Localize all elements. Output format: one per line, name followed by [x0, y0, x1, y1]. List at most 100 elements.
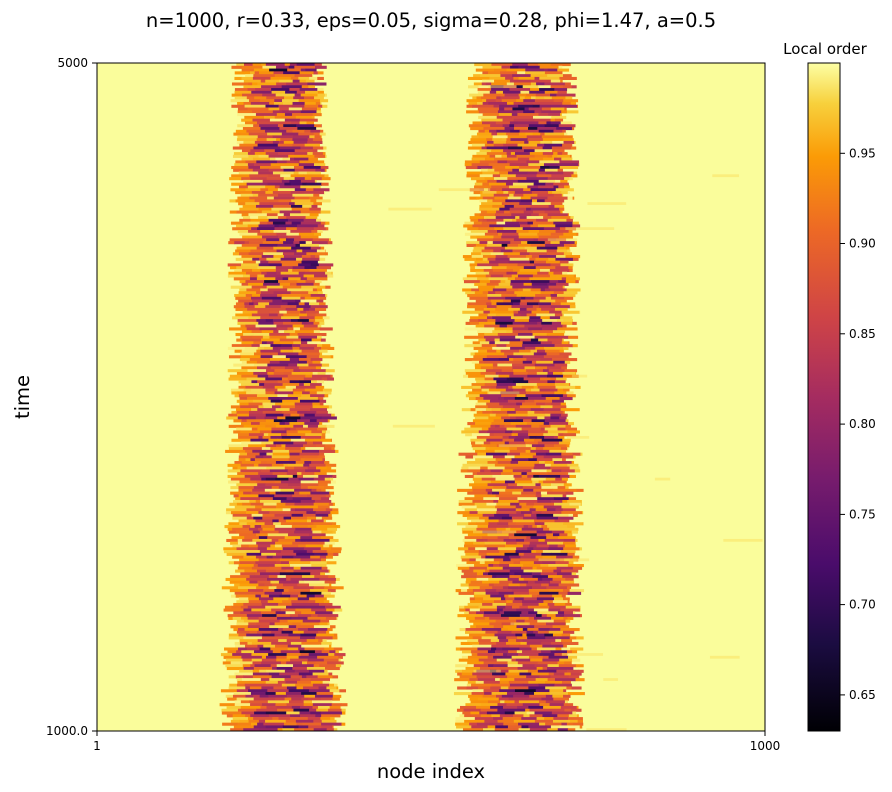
heat-cell: [541, 321, 553, 325]
heat-cell: [501, 369, 514, 373]
heat-cell: [559, 243, 565, 247]
heat-cell: [566, 277, 577, 281]
heat-cell: [313, 188, 330, 192]
heat-cell: [285, 611, 296, 615]
heat-cell: [300, 93, 318, 97]
heat-cell: [275, 157, 283, 161]
heat-cell: [228, 633, 239, 637]
heat-cell: [533, 466, 551, 470]
heat-cell: [250, 525, 256, 529]
heat-cell: [487, 199, 493, 203]
heat-cell: [501, 99, 517, 103]
heat-cell: [480, 466, 489, 470]
heat-cell: [503, 191, 509, 195]
heat-cell: [247, 107, 269, 111]
heat-cell: [550, 424, 566, 428]
heat-cell: [234, 71, 251, 75]
heat-cell: [302, 444, 317, 448]
heat-cell: [517, 636, 528, 640]
heat-cell: [496, 90, 504, 94]
heat-cell: [241, 282, 249, 286]
heat-cell: [311, 177, 323, 181]
heat-cell: [526, 207, 532, 211]
heat-cell: [545, 725, 552, 729]
heat-cell: [560, 628, 580, 632]
heat-cell: [267, 182, 285, 186]
heat-cell: [314, 575, 329, 579]
heat-cell: [562, 374, 579, 378]
heat-cell: [327, 377, 334, 381]
heat-cell: [476, 538, 484, 543]
heat-cell: [258, 207, 272, 211]
heat-cell: [538, 235, 560, 239]
heat-cell: [516, 110, 524, 114]
heat-cell: [468, 586, 481, 590]
heat-cell: [534, 664, 548, 668]
heat-cell: [536, 371, 549, 376]
heat-cell: [306, 360, 313, 364]
heat-cell: [563, 355, 569, 359]
heat-cell: [518, 644, 531, 648]
heat-cell: [268, 107, 280, 111]
heat-cell: [478, 227, 495, 231]
heat-cell: [535, 366, 541, 370]
heat-cell: [281, 410, 298, 414]
heat-cell: [228, 616, 234, 620]
heat-cell: [246, 633, 263, 637]
heat-cell: [237, 566, 253, 570]
heat-cell: [287, 644, 302, 648]
heat-cell: [574, 140, 576, 145]
heat-cell: [247, 224, 259, 228]
heat-cell: [556, 255, 566, 259]
heat-cell: [322, 639, 327, 643]
heat-cell: [241, 711, 255, 715]
heat-cell: [245, 458, 251, 462]
heat-cell: [300, 68, 306, 72]
heat-cell: [570, 647, 584, 651]
heat-cell: [548, 547, 564, 551]
heat-cell: [263, 683, 283, 687]
heat-cell: [478, 686, 491, 690]
heat-cell: [300, 416, 322, 420]
heat-cell: [529, 277, 551, 281]
heat-cell: [473, 664, 489, 668]
heat-cell: [277, 708, 294, 712]
heat-cell: [257, 639, 279, 643]
heat-cell: [464, 541, 474, 545]
heat-cell: [313, 502, 330, 506]
heat-cell: [300, 633, 317, 637]
heat-streak: [473, 669, 501, 673]
heat-cell: [527, 185, 539, 189]
heat-cell: [277, 243, 296, 247]
heat-cell: [227, 614, 248, 618]
heat-cell: [529, 655, 544, 659]
heat-cell: [516, 511, 522, 515]
heat-cell: [550, 650, 568, 654]
heat-cell: [275, 644, 289, 648]
heat-cell: [560, 79, 563, 83]
heat-cell: [514, 277, 530, 281]
heat-cell: [534, 110, 542, 114]
heat-cell: [291, 199, 311, 203]
heat-cell: [321, 725, 333, 729]
heat-cell: [273, 291, 292, 295]
heat-cell: [493, 583, 509, 587]
heat-cell: [534, 118, 551, 122]
heat-cell: [294, 466, 309, 470]
heat-cell: [505, 296, 522, 300]
heat-cell: [487, 71, 501, 75]
heat-cell: [275, 692, 287, 696]
heat-cell: [535, 294, 551, 298]
heat-cell: [567, 552, 575, 556]
heat-cell: [316, 525, 339, 529]
heat-cell: [553, 221, 573, 225]
heat-cell: [292, 268, 310, 273]
heat-cell: [290, 505, 306, 509]
heat-cell: [261, 210, 281, 214]
heat-cell: [553, 497, 570, 501]
heat-cell: [478, 552, 487, 556]
heat-cell: [235, 408, 252, 412]
heat-cell: [290, 714, 301, 718]
heat-cell: [482, 410, 493, 414]
heat-cell: [524, 692, 535, 696]
